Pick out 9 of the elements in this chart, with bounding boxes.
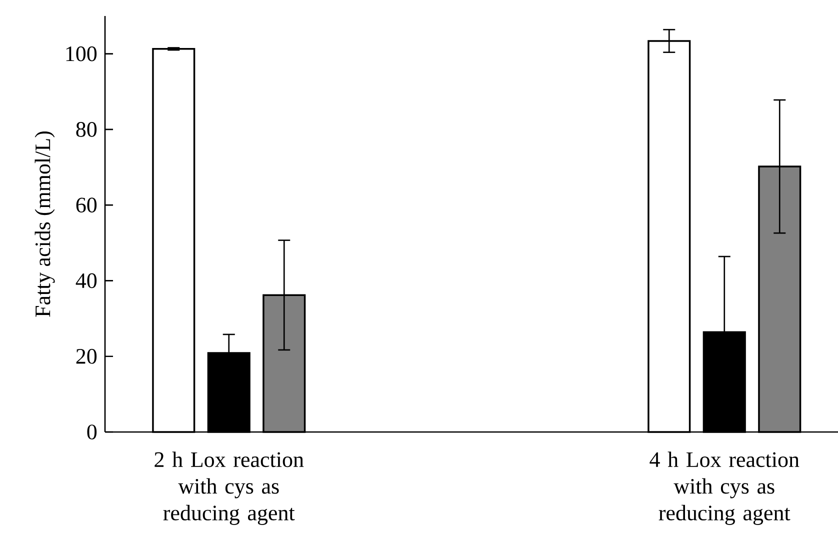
y-axis-title: Fatty acids (mmol/L) (34, 131, 55, 317)
y-tick-label: 100 (66, 46, 97, 62)
x-tick-label: 4 h Lox reaction with cys as reducing agent (650, 452, 800, 525)
y-tick-label: 20 (76, 348, 97, 364)
y-tick-label: 40 (76, 273, 97, 288)
y-tick-label: 0 (87, 424, 97, 440)
y-tick-label: 60 (76, 198, 97, 213)
y-tick-label: 80 (76, 122, 97, 137)
x-tick-label: 2 h Lox reaction with cys as reducing agent (154, 452, 304, 525)
